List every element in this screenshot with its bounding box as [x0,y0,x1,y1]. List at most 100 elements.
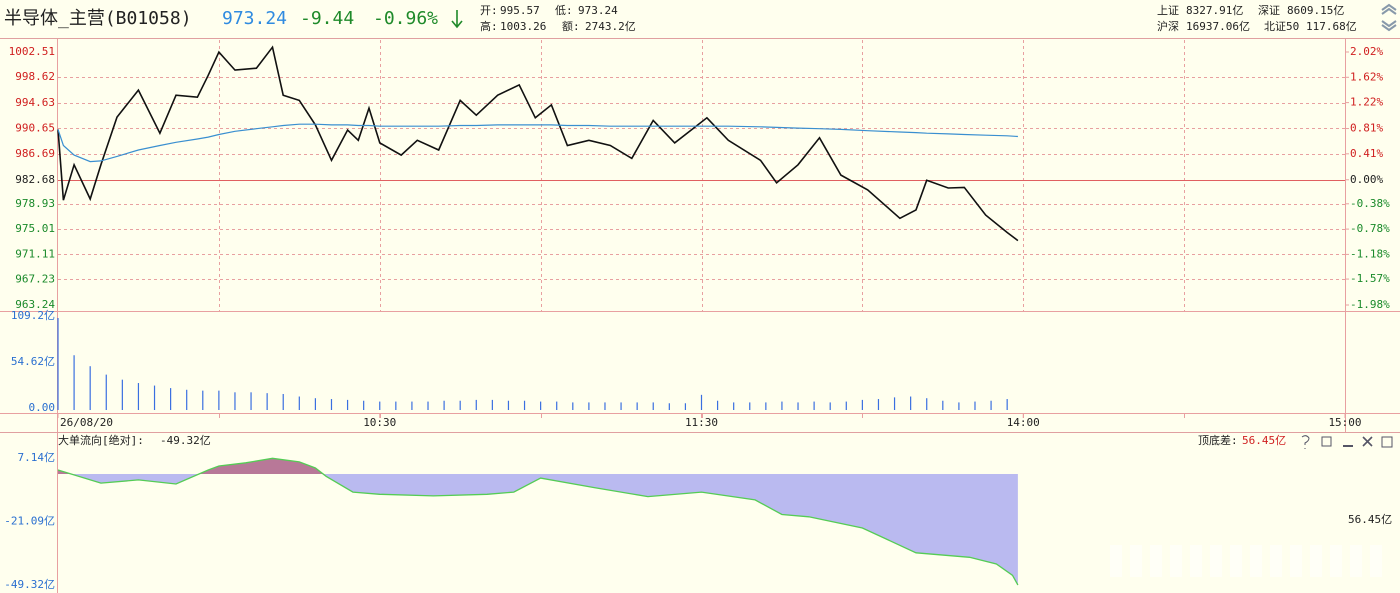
market-value: 16937.06亿 [1186,20,1250,33]
volume-bar [475,399,477,410]
volume-bar [363,400,365,410]
y2-tick-label: 1.62% [1350,70,1383,83]
y2-tick-label: 0.81% [1350,122,1383,135]
watermark [1150,545,1162,577]
watermark [1110,545,1122,577]
volume-bar [540,401,542,410]
volume-bar [588,402,590,410]
average-line [57,123,1018,163]
volume-bar [202,390,204,410]
volume-bar [893,397,896,410]
window-buttons[interactable] [1301,435,1393,449]
volume-bar [813,401,815,410]
volume-bar [684,403,687,410]
market-name: 深证 [1258,4,1280,17]
volume-bar [523,400,526,410]
volume-bar [700,394,703,410]
x-tick-label: 14:00 [1007,416,1040,429]
y-tick-label: 990.65 [15,121,55,134]
volume-bar [298,396,300,410]
volume-bar [829,402,831,410]
range-axis-label: 56.45亿 [1348,513,1392,526]
x-tick-label: 26/08/20 [60,416,113,429]
volume-bar [990,400,992,410]
y2-tick-label: -1.98% [1350,298,1390,311]
volume-bar [153,385,156,410]
volume-bar [620,402,622,410]
volume-bar [491,399,493,410]
y-tick-label: 982.68 [15,173,55,186]
volume-bar [861,399,863,410]
help-button[interactable] [1301,435,1310,449]
volume-bar [781,401,783,410]
market-value: 8327.91亿 [1186,4,1243,17]
change-pct: -0.96% [373,8,438,29]
amount-label: 额: [562,20,580,33]
volume-bar [137,383,140,410]
volume-bar [749,402,751,410]
y-tick-label: 978.93 [15,197,55,210]
volume-bar [797,402,799,410]
y-tick-label: 994.63 [15,96,55,109]
open: 995.57 [500,4,540,17]
flow-title: 大单流向[绝对]: [58,433,144,447]
y-tick-label: 1002.51 [9,45,55,58]
y-tick-label: 963.24 [15,298,55,311]
high: 1003.26 [500,20,546,33]
scroll-icons[interactable] [1381,3,1397,32]
volume-bar [105,374,107,410]
flow-area-negative [58,474,1018,585]
volume-bar [910,396,912,410]
market-name: 上证 [1157,4,1179,17]
restore-button[interactable] [1321,436,1332,447]
y2-tick-label: -1.57% [1350,272,1390,285]
volume-bar [572,402,574,410]
watermark [1290,545,1302,577]
volume-bar [604,402,606,410]
x-tick-label: 15:00 [1328,416,1361,429]
y2-tick-label: 1.22% [1350,96,1383,109]
y-tick-label: 7.14亿 [18,451,56,464]
watermark [1250,545,1262,577]
title: 半导体_主营(B01058) [4,8,192,29]
y2-tick-label: 0.00% [1350,173,1383,186]
volume-bar [73,355,75,410]
open-label: 开: [480,4,498,17]
close-button[interactable] [1362,436,1373,447]
volume-bar [443,400,445,410]
volume-bar [57,318,59,410]
watermark [1350,545,1362,577]
y-tick-label: 971.11 [15,247,55,260]
volume-bar [942,400,944,410]
x-tick-label: 10:30 [363,416,396,429]
y2-tick-label: 2.02% [1350,45,1383,58]
volume-bar [556,401,558,410]
volume-bar [877,399,880,410]
market-name: 沪深 [1157,19,1179,33]
range-title: 顶底差: [1198,433,1238,447]
watermark [1210,545,1222,577]
low-label: 低: [555,4,573,17]
watermark [1370,545,1382,577]
volume-bar [636,402,638,410]
volume-bar [170,388,172,410]
volume-bar [282,393,284,410]
price-line [57,45,1019,242]
y-tick-label: 0.00 [29,401,56,414]
volume-bar [1006,399,1008,410]
volume-bar [411,401,413,410]
y-tick-label: -49.32亿 [4,578,55,591]
volume-bar [218,390,220,410]
volume-bar [926,398,928,410]
watermark [1190,545,1202,577]
volume-bar [716,400,719,410]
y-tick-label: 975.01 [15,222,55,235]
y-tick-label: 54.62亿 [11,355,55,368]
grid-button[interactable] [1381,436,1393,448]
range-value: 56.45亿 [1242,434,1286,447]
volume-bar [266,393,268,410]
low: 973.24 [578,4,618,17]
